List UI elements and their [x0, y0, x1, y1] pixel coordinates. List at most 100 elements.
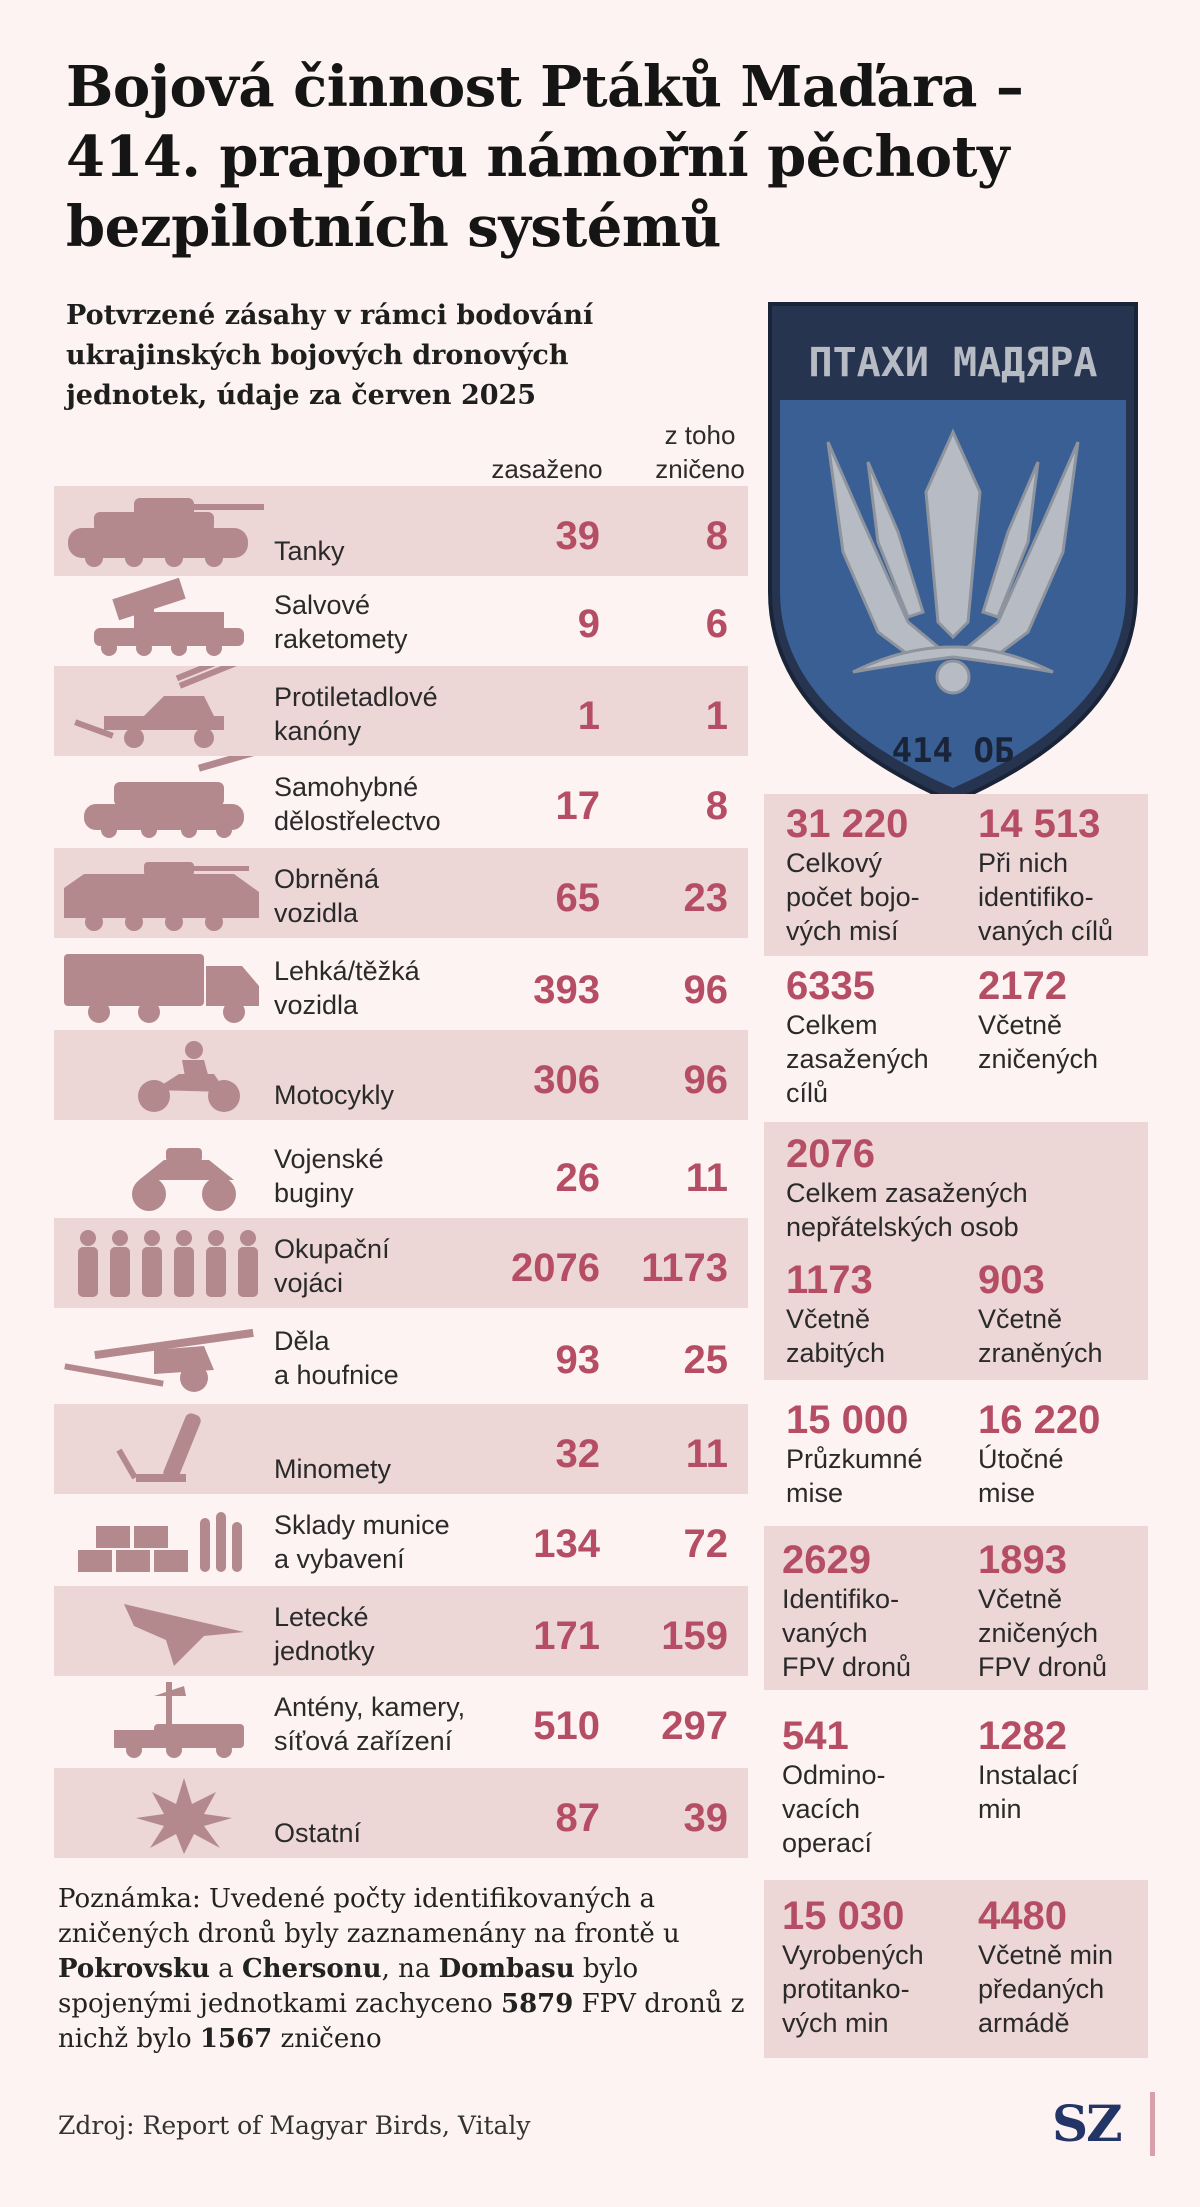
row-label: Letecké jednotky: [274, 1600, 534, 1668]
page-title: Bojová činnost Ptáků Maďara – 414. prapo…: [66, 54, 1024, 260]
stat-value: 31 220: [786, 802, 909, 846]
mortar-icon: [116, 1413, 201, 1482]
table-row: Obrněná vozidla 65 23: [54, 848, 748, 938]
stat-label-line: vacích: [782, 1794, 861, 1824]
stats-box-missions: 31 220 Celkový počet bojo- vých misí 14 …: [764, 794, 1148, 956]
row-value-destroyed: 96: [683, 968, 729, 1012]
stat-label-line: zničených: [978, 1044, 1099, 1074]
row-label-line: Okupační: [274, 1234, 390, 1264]
row-value-destroyed: 6: [705, 602, 728, 646]
column-header-hit: zasaženo: [491, 454, 603, 484]
stat-fpv-destroyed: 1893 Včetně zničených FPV dronů: [978, 1538, 1107, 1684]
row-label: Tanky: [274, 534, 534, 568]
note-text: Poznámka: Uvedené počty identifikovaných…: [58, 1884, 680, 1949]
row-label-line: vozidla: [274, 898, 359, 928]
stat-strike-missions: 16 220 Útočné mise: [978, 1398, 1100, 1510]
stat-label-line: Včetně: [978, 1584, 1063, 1614]
patch-top-text: ПТАХИ МАДЯРА: [809, 340, 1098, 386]
stat-label-line: Průzkumné: [786, 1444, 923, 1474]
stat-label-line: Celkový: [786, 848, 883, 878]
row-value-destroyed: 8: [705, 784, 728, 828]
column-header-destroyed: z toho zničeno: [655, 420, 745, 484]
row-label: Lehká/těžká vozidla: [274, 954, 534, 1022]
row-label-line: a vybavení: [274, 1544, 405, 1574]
note-bold: 5879: [501, 1989, 574, 2019]
row-label-line: vozidla: [274, 990, 359, 1020]
stat-value: 1173: [786, 1258, 873, 1302]
stat-persons-hit: 2076 Celkem zasažených nepřátelských oso…: [786, 1132, 1028, 1244]
stat-label-line: Útočné: [978, 1444, 1064, 1474]
stat-label-line: Celkem zasažených: [786, 1178, 1028, 1208]
stat-label-line: počet bojo-: [786, 882, 920, 912]
row-value-destroyed: 297: [661, 1704, 728, 1748]
row-label-line: síťová zařízení: [274, 1726, 453, 1756]
stat-value: 2629: [782, 1538, 871, 1582]
row-label: Protiletadlové kanóny: [274, 680, 534, 748]
table-row: Sklady munice a vybavení 134 72: [54, 1494, 748, 1584]
stat-value: 16 220: [978, 1398, 1101, 1442]
table-row: Okupační vojáci 2076 1173: [54, 1218, 748, 1308]
stats-box-missions-split: 15 000 Průzkumné mise 16 220 Útočné mise: [764, 1390, 1148, 1520]
stat-label-line: min: [978, 1794, 1022, 1824]
publisher-logo: SZ: [1052, 2092, 1155, 2156]
row-label: Samohybné dělostřelectvo: [274, 770, 534, 838]
row-label-line: a houfnice: [274, 1360, 399, 1390]
stat-label-line: armádě: [978, 2008, 1070, 2038]
stat-label-line: FPV dronů: [978, 1652, 1108, 1682]
stat-value: 6335: [786, 964, 875, 1008]
table-row: Vojenské buginy 26 11: [54, 1128, 748, 1218]
note-text: bylo spojenými jednotkami zachyceno: [58, 1954, 639, 2019]
table-row: Lehká/těžká vozidla 393 96: [54, 940, 748, 1030]
stat-label-line: Identifiko-: [782, 1584, 900, 1614]
stat-label-line: zabitých: [786, 1338, 886, 1368]
note-text: , na: [381, 1954, 439, 1984]
table-row: Salvové raketomety 9 6: [54, 574, 748, 664]
source-line: Zdroj: Report of Magyar Birds, Vitaly: [58, 2111, 531, 2140]
row-label-line: jednotky: [274, 1636, 375, 1666]
soldiers-icon: [78, 1230, 258, 1297]
rocket-launcher-icon: [94, 577, 244, 656]
stat-label-line: Při nich: [978, 848, 1069, 878]
row-value-destroyed: 1173: [641, 1246, 728, 1290]
row-label-line: Motocykly: [274, 1080, 395, 1110]
note-bold: Dombasu: [438, 1954, 575, 1984]
stat-label-line: Včetně: [978, 1304, 1063, 1334]
stat-label-line: nepřátelských osob: [786, 1212, 1019, 1242]
antenna-icon: [114, 1682, 244, 1758]
note-bold: Chersonu: [241, 1954, 382, 1984]
stat-label-line: zraněných: [978, 1338, 1103, 1368]
table-row: Antény, kamery, síťová zařízení 510 297: [54, 1676, 748, 1766]
row-value-destroyed: 11: [685, 1432, 728, 1476]
stat-value: 14 513: [978, 802, 1101, 846]
stat-mines-handed: 4480 Včetně min předaných armádě: [978, 1894, 1113, 2040]
row-label-line: buginy: [274, 1178, 354, 1208]
row-label: Antény, kamery, síťová zařízení: [274, 1690, 534, 1758]
page-subtitle: Potvrzené zásahy v rámci bodování ukraji…: [66, 300, 594, 411]
stat-label-line: operací: [782, 1828, 873, 1858]
row-value-hit: 26: [555, 1156, 601, 1200]
row-value-hit: 2076: [511, 1246, 600, 1290]
motorcycle-icon: [138, 1041, 240, 1112]
row-value-hit: 171: [533, 1614, 600, 1658]
drone-icon: [124, 1604, 244, 1666]
row-value-destroyed: 8: [705, 514, 728, 558]
row-label-line: Sklady munice: [274, 1510, 450, 1540]
stat-label-line: vých misí: [786, 916, 899, 946]
stats-box-persons: 2076 Celkem zasažených nepřátelských oso…: [764, 1122, 1148, 1380]
row-label-line: kanóny: [274, 716, 362, 746]
stat-demining-ops: 541 Odmino- vacích operací: [782, 1714, 886, 1860]
truck-icon: [64, 954, 259, 1023]
stats-box-produced-mines: 15 030 Vyrobených protitanko- vých min 4…: [764, 1880, 1148, 2058]
explosion-icon: [136, 1778, 232, 1854]
row-value-hit: 306: [533, 1058, 600, 1102]
row-value-hit: 87: [555, 1796, 601, 1840]
stat-label-line: vaných cílů: [978, 916, 1114, 946]
table-row: Letecké jednotky 171 159: [54, 1586, 748, 1676]
stat-targets-destroyed: 2172 Včetně zničených: [978, 964, 1098, 1076]
note-bold: Pokrovsku: [58, 1954, 210, 1984]
stat-label-line: cílů: [786, 1078, 829, 1108]
row-label-line: Děla: [274, 1326, 330, 1356]
stat-label-line: předaných: [978, 1974, 1105, 2004]
row-label-line: Protiletadlové: [274, 682, 438, 712]
stat-label-line: Odmino-: [782, 1760, 886, 1790]
